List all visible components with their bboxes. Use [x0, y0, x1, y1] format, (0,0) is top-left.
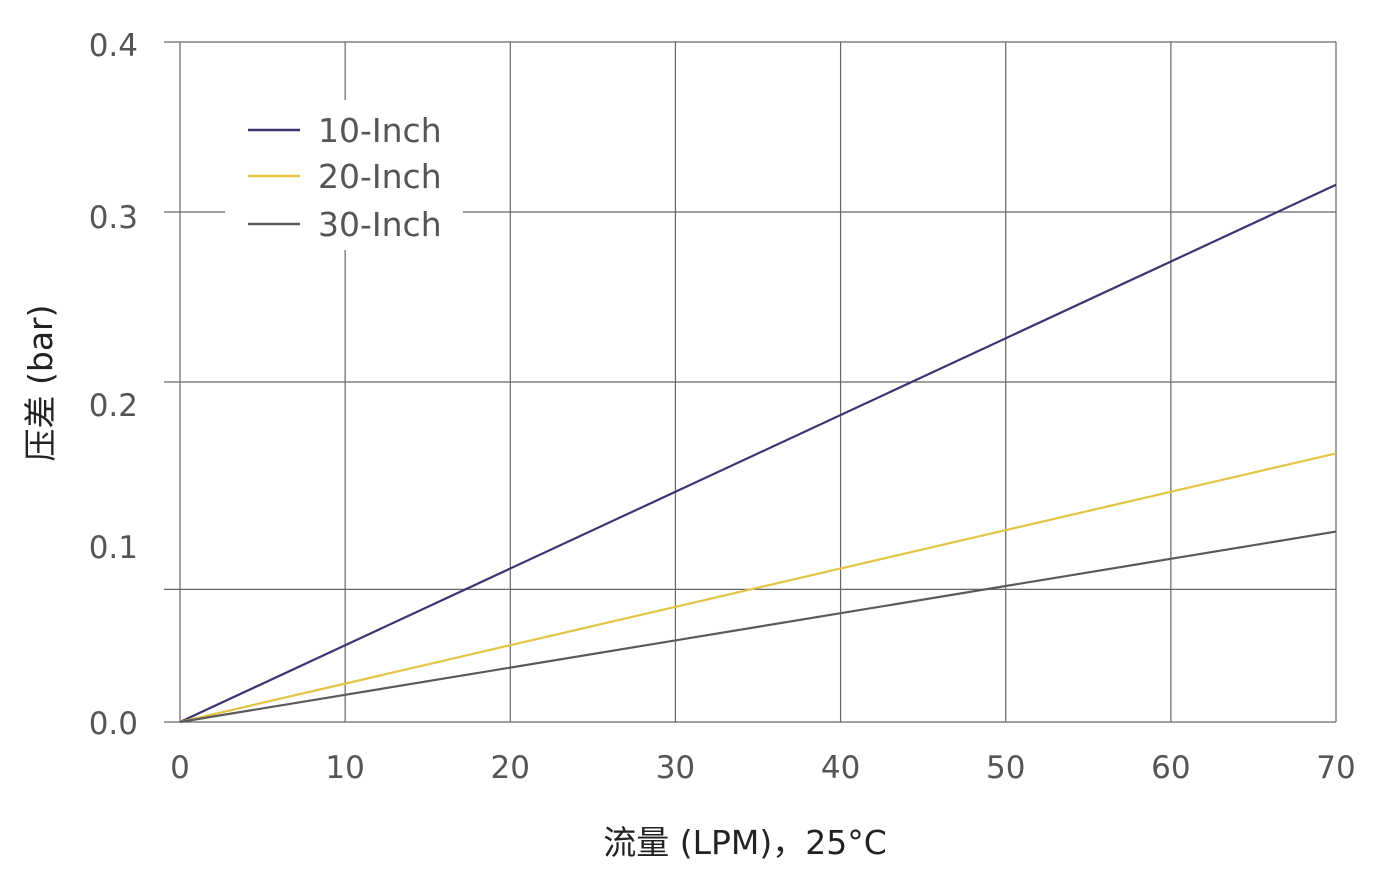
x-axis-title: 流量 (LPM)，25°C: [603, 823, 887, 862]
series-line: [179, 452, 1337, 724]
legend-label: 10-Inch: [318, 111, 442, 150]
x-tick-label: 70: [1316, 750, 1355, 786]
y-axis-ticks: 0.0 0.1 0.2 0.3 0.4: [89, 28, 138, 742]
series-line: [179, 183, 1337, 723]
legend-label: 20-Inch: [318, 157, 442, 196]
x-tick-label: 40: [821, 750, 860, 786]
x-tick-label: 30: [656, 750, 695, 786]
x-tick-label: 50: [986, 750, 1025, 786]
y-axis-title: 压差 (bar): [21, 305, 60, 462]
y-tick-label: 0.3: [89, 200, 138, 236]
plot-series: [179, 183, 1337, 724]
x-axis-ticks: 0 10 20 30 40 50 60 70: [170, 750, 1356, 786]
legend-item: 30-Inch: [248, 205, 442, 244]
series-line: [179, 530, 1337, 724]
x-tick-label: 10: [325, 750, 364, 786]
y-tick-label: 0.4: [89, 28, 138, 64]
y-tick-label: 0.2: [89, 388, 138, 424]
y-tick-label: 0.0: [89, 706, 138, 742]
y-tick-label: 0.1: [89, 530, 138, 566]
x-tick-label: 20: [491, 750, 530, 786]
legend-label: 30-Inch: [318, 205, 442, 244]
legend-item: 10-Inch: [248, 111, 442, 150]
x-tick-label: 60: [1151, 750, 1190, 786]
legend-item: 20-Inch: [248, 157, 442, 196]
legend: 10-Inch 20-Inch 30-Inch: [225, 100, 463, 250]
x-tick-label: 0: [170, 750, 190, 786]
